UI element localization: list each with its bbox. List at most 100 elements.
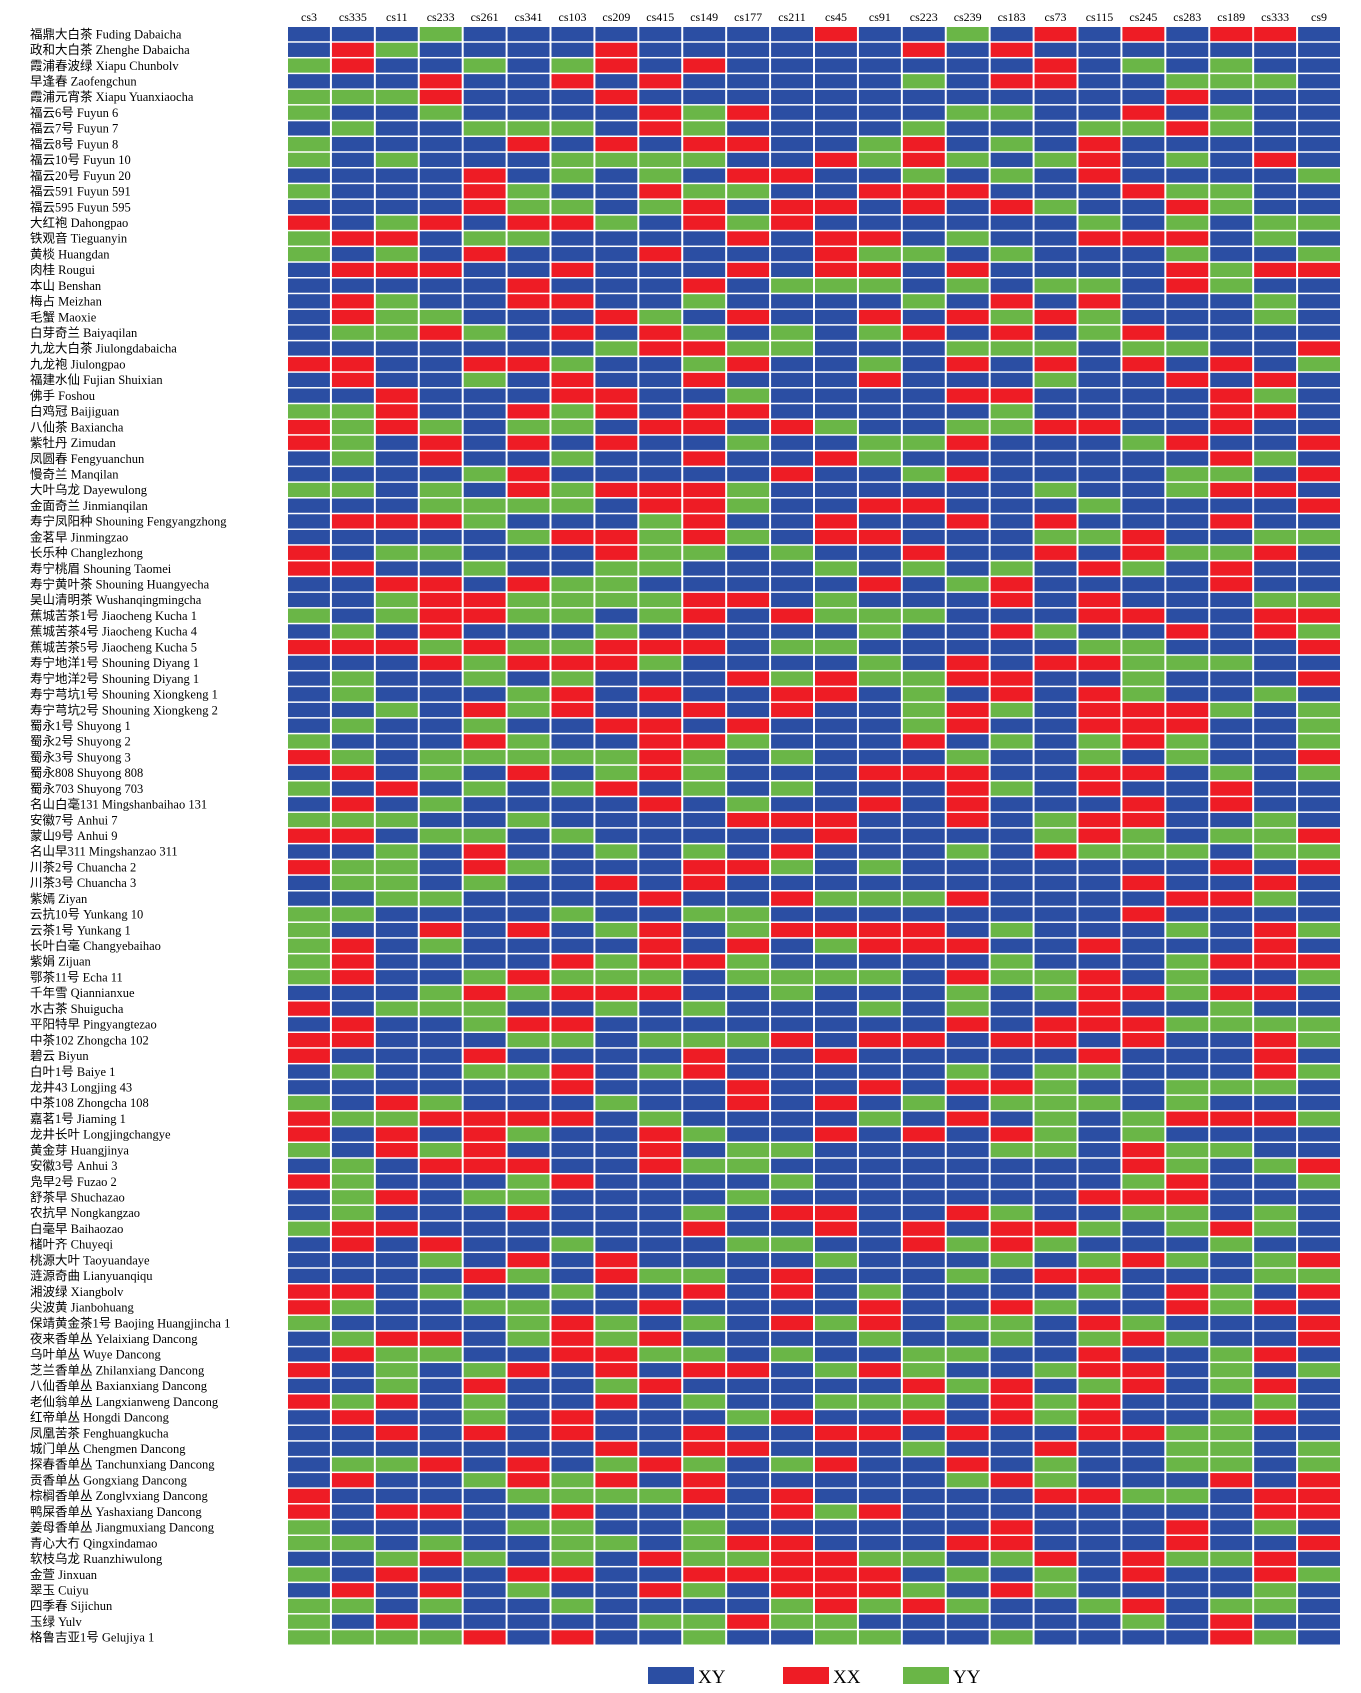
- heatmap-cell: [595, 592, 638, 608]
- heatmap-cell: [288, 1425, 330, 1441]
- heatmap-cell: [331, 247, 374, 262]
- heatmap-cell: [331, 985, 374, 1001]
- heatmap-cell: [1298, 435, 1340, 450]
- heatmap-cell: [858, 1237, 901, 1252]
- heatmap-cell: [1078, 1080, 1121, 1095]
- heatmap-cell: [902, 812, 945, 828]
- heatmap-cell: [463, 357, 506, 372]
- heatmap-cell: [858, 1583, 901, 1598]
- heatmap-cell: [946, 1284, 989, 1299]
- heatmap-cell: [595, 954, 638, 969]
- heatmap-cell: [858, 451, 901, 466]
- heatmap-cell: [419, 1064, 462, 1079]
- heatmap-cell: [419, 105, 462, 120]
- heatmap-cell: [727, 1630, 770, 1645]
- heatmap-cell: [990, 1551, 1033, 1566]
- heatmap-cell: [1210, 985, 1253, 1001]
- heatmap-cell: [727, 404, 770, 419]
- heatmap-cell: [1210, 1331, 1253, 1346]
- heatmap-cell: [990, 1190, 1033, 1205]
- heatmap-cell: [946, 1017, 989, 1032]
- heatmap-cell: [1078, 1473, 1121, 1488]
- heatmap-cell: [1298, 168, 1340, 183]
- heatmap-cell: [595, 1205, 638, 1221]
- heatmap-cell: [1034, 168, 1077, 183]
- heatmap-cell: [683, 1300, 726, 1315]
- heatmap-cell: [727, 1488, 770, 1504]
- heatmap-cell: [771, 812, 813, 828]
- heatmap-cell: [1122, 985, 1165, 1001]
- heatmap-cell: [419, 702, 462, 718]
- heatmap-cell: [1122, 938, 1165, 953]
- heatmap-cell: [1210, 938, 1253, 953]
- heatmap-cell: [288, 294, 330, 309]
- heatmap-cell: [1122, 1378, 1165, 1394]
- heatmap-cell: [1254, 404, 1297, 419]
- heatmap-cell: [902, 42, 945, 57]
- heatmap-cell: [331, 388, 374, 403]
- heatmap-cell: [1122, 278, 1165, 293]
- heatmap-cell: [858, 435, 901, 450]
- heatmap-cell: [990, 1205, 1033, 1221]
- heatmap-cell: [1166, 922, 1209, 938]
- heatmap-cell: [595, 357, 638, 372]
- heatmap-cell: [946, 1410, 989, 1425]
- heatmap-cell: [902, 1551, 945, 1566]
- heatmap-cell: [288, 1253, 330, 1268]
- heatmap-cell: [551, 922, 594, 938]
- heatmap-cell: [375, 545, 418, 560]
- heatmap-cell: [771, 985, 813, 1001]
- heatmap-cell: [946, 812, 989, 828]
- heatmap-cell: [463, 1598, 506, 1614]
- heatmap-cell: [771, 875, 813, 891]
- heatmap-cell: [1034, 781, 1077, 796]
- heatmap-cell: [727, 184, 770, 199]
- heatmap-cell: [507, 121, 550, 136]
- heatmap-cell: [1210, 278, 1253, 293]
- heatmap-cell: [1254, 529, 1297, 545]
- heatmap-cell: [551, 1064, 594, 1079]
- heatmap-cell: [858, 1488, 901, 1504]
- heatmap-cell: [815, 1363, 857, 1378]
- heatmap-cell: [946, 199, 989, 215]
- heatmap-cell: [639, 309, 682, 325]
- heatmap-cell: [551, 482, 594, 498]
- heatmap-cell: [1298, 1048, 1340, 1063]
- heatmap-cell: [288, 812, 330, 828]
- heatmap-cell: [902, 734, 945, 749]
- heatmap-cell: [771, 1300, 813, 1315]
- heatmap-cell: [815, 89, 857, 105]
- heatmap-cell: [858, 1410, 901, 1425]
- heatmap-cell: [595, 1190, 638, 1205]
- heatmap-cell: [902, 655, 945, 670]
- heatmap-cell: [1034, 451, 1077, 466]
- heatmap-cell: [595, 1064, 638, 1079]
- heatmap-cell: [683, 1410, 726, 1425]
- heatmap-cell: [1078, 812, 1121, 828]
- heatmap-cell: [771, 231, 813, 246]
- heatmap-cell: [727, 435, 770, 450]
- heatmap-cell: [727, 1048, 770, 1063]
- heatmap-cell: [1298, 655, 1340, 670]
- column-label-cs11: cs11: [386, 10, 408, 24]
- heatmap-cell: [375, 215, 418, 230]
- column-label-cs189: cs189: [1217, 10, 1245, 24]
- heatmap-cell: [683, 294, 726, 309]
- heatmap-cell: [1078, 89, 1121, 105]
- heatmap-cell: [419, 294, 462, 309]
- heatmap-cell: [1166, 1017, 1209, 1032]
- heatmap-cell: [1298, 1488, 1340, 1504]
- heatmap-cell: [815, 294, 857, 309]
- heatmap-cell: [1166, 1378, 1209, 1394]
- heatmap-cell: [288, 58, 330, 73]
- heatmap-cell: [331, 1347, 374, 1362]
- heatmap-cell: [815, 1598, 857, 1614]
- heatmap-cell: [1210, 89, 1253, 105]
- heatmap-cell: [595, 1221, 638, 1236]
- heatmap-cell: [463, 514, 506, 529]
- heatmap-cell: [1166, 1080, 1209, 1095]
- heatmap-cell: [902, 1300, 945, 1315]
- heatmap-cell: [595, 137, 638, 152]
- heatmap-cell: [771, 1410, 813, 1425]
- heatmap-cell: [815, 152, 857, 167]
